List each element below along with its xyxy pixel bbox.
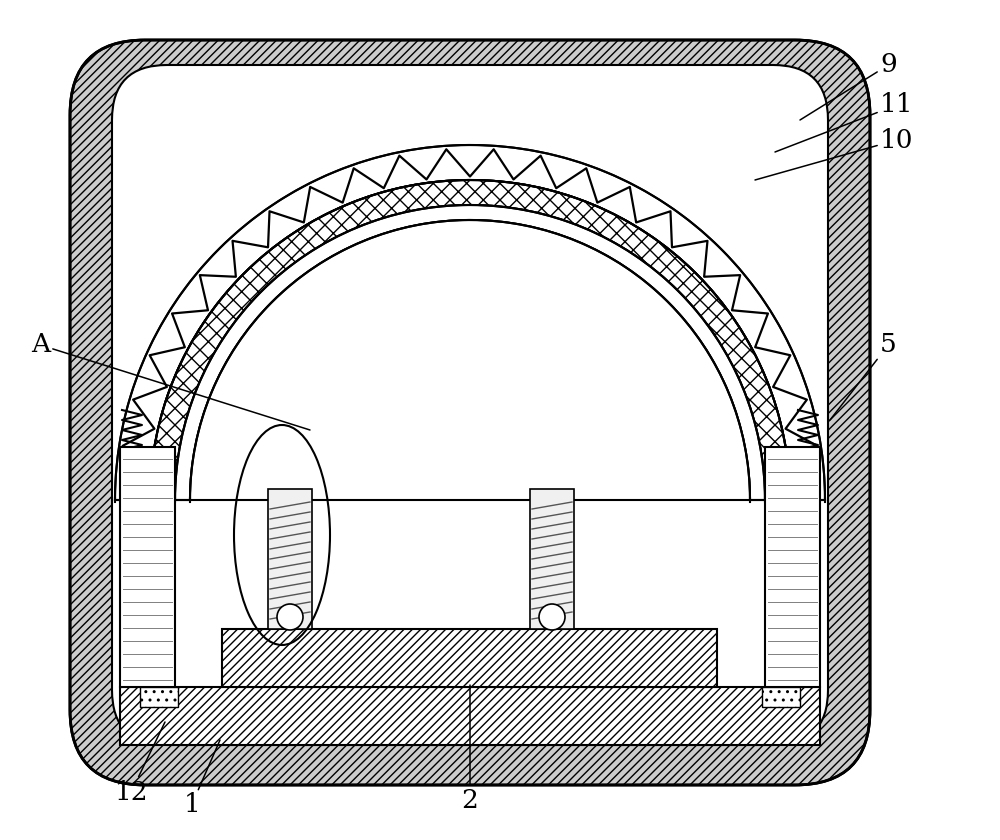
Text: A: A [31,333,310,430]
Text: 5: 5 [830,333,897,420]
Bar [765,447,820,687]
Wedge shape [190,220,750,500]
Text: 9: 9 [800,52,897,120]
Circle shape [539,604,565,630]
Bar [120,687,820,745]
Wedge shape [150,180,790,500]
Wedge shape [175,205,765,500]
Circle shape [277,604,303,630]
Text: 11: 11 [775,92,914,152]
Bar [530,489,574,629]
Bar [762,687,800,707]
Bar [268,489,312,629]
Wedge shape [115,145,825,500]
Text: 10: 10 [755,128,914,180]
FancyBboxPatch shape [112,65,828,745]
Bar [222,629,717,687]
Text: 12: 12 [114,722,165,805]
FancyBboxPatch shape [70,40,870,785]
Bar [120,447,175,687]
Text: 1: 1 [183,740,220,817]
Bar [140,687,178,707]
Text: 2: 2 [462,685,478,812]
